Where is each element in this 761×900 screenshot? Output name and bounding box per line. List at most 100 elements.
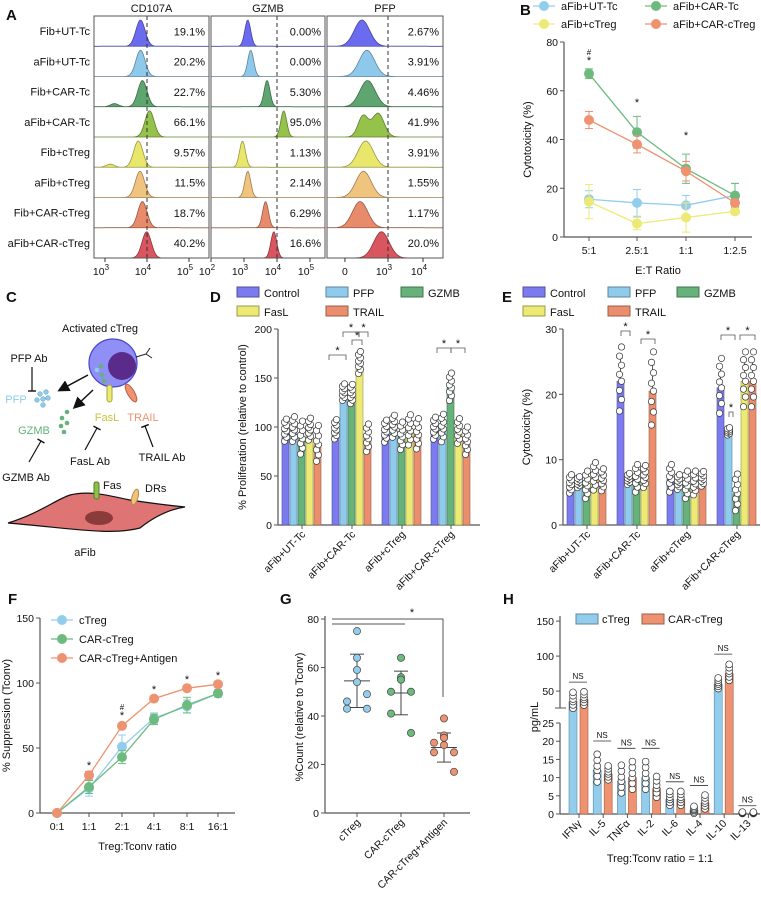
y-tick-label: 20: [307, 760, 319, 772]
tick-base: 10: [376, 266, 388, 278]
legend-label: CAR-cTreg: [79, 634, 134, 646]
x-tick-label: IL-13: [728, 818, 754, 844]
series-line: [56, 683, 219, 814]
tick-label: 102: [199, 263, 216, 278]
replicate-point: [683, 467, 692, 475]
gate-percent: 1.17%: [408, 208, 439, 220]
tick-base: 10: [199, 266, 211, 278]
inhibitor-line-icon: [144, 425, 154, 448]
bar: [305, 429, 314, 526]
replicate-point: [282, 415, 291, 423]
replicate-point: [617, 761, 626, 769]
tick-exponent: 3: [244, 263, 249, 272]
data-point: [363, 704, 371, 713]
tick-label: 105: [177, 263, 194, 278]
replicate-point: [749, 808, 758, 816]
x-tick-label: IL-2: [635, 818, 656, 839]
series-line: [56, 692, 219, 814]
fasl-label: FasL: [95, 412, 119, 424]
gate-percent: 2.67%: [408, 26, 439, 38]
y-tick-label: 50: [542, 686, 554, 698]
histogram-peak: [93, 19, 210, 47]
legend-swatch: [641, 613, 665, 625]
significance-marker: *: [216, 670, 221, 682]
x-tick-label: IFNγ: [560, 817, 585, 842]
gzmb-granule-icon: [58, 423, 64, 429]
ns-label: NS: [718, 644, 729, 653]
bracket-line: [358, 331, 369, 337]
marker-title: GZMB: [252, 3, 284, 15]
y-tick-label: 20: [546, 183, 558, 195]
data-point: [584, 115, 594, 125]
legend-swatch: [676, 286, 700, 298]
data-point: [430, 748, 438, 757]
data-point: [117, 720, 127, 731]
replicate-point: [398, 418, 407, 426]
bracket-line: [332, 618, 444, 697]
replicate-point: [701, 791, 709, 799]
gate-percent: 11.5%: [175, 178, 206, 190]
gzmb-granule-icon: [64, 420, 70, 426]
data-point: [681, 166, 691, 177]
legend-label: TRAIL: [353, 307, 384, 319]
bar: [724, 673, 734, 815]
legend-marker: [539, 19, 549, 29]
histogram-peak: [326, 201, 444, 229]
replicate-point: [699, 467, 708, 475]
replicate-point: [390, 411, 399, 419]
x-tick-label: 2.5:1: [625, 245, 649, 257]
tick-exponent: 5: [310, 263, 315, 272]
y-tick-label: 5: [548, 791, 554, 803]
data-point: [117, 741, 127, 752]
data-point: [182, 700, 192, 711]
tick-base: 10: [93, 266, 105, 278]
y-tick-label: 200: [254, 324, 272, 336]
replicate-point: [455, 415, 464, 423]
replicate-point: [747, 403, 756, 411]
pfp-granule-icon: [40, 396, 46, 402]
data-point: [450, 767, 458, 776]
fibroblast-nucleus-icon: [85, 511, 113, 525]
significance-star: *: [726, 325, 731, 337]
data-point: [353, 627, 361, 636]
tick-exponent: 3: [105, 263, 110, 272]
afib-label: aFib: [74, 547, 95, 559]
replicate-point: [340, 380, 349, 388]
legend-swatch: [325, 286, 349, 298]
trail-ab-label: TRAIL Ab: [139, 452, 186, 464]
gzmb-ab-label: GZMB Ab: [2, 472, 50, 484]
significance-marker: *: [120, 710, 125, 722]
replicate-point: [714, 674, 722, 682]
bracket-line: [720, 334, 736, 340]
histogram-peak: [327, 49, 443, 77]
histogram-peak: [210, 141, 326, 168]
y-tick-label: 50: [260, 471, 272, 483]
data-point: [397, 675, 405, 684]
replicate-point: [463, 423, 472, 431]
replicate-point: [739, 356, 748, 364]
replicate-point: [717, 384, 726, 392]
x-tick-label: TNFα: [605, 818, 632, 845]
replicate-point: [431, 413, 440, 421]
pfp-granule-icon: [34, 397, 40, 403]
histogram-peak: [327, 112, 443, 138]
bar: [748, 380, 757, 526]
significance-bracket: *: [450, 338, 466, 353]
y-tick-label: 0: [552, 232, 558, 244]
bar: [389, 426, 398, 526]
legend-label: aFib+CAR-cTreg: [673, 19, 755, 31]
y-tick-label: 30: [545, 324, 557, 336]
legend-label: FasL: [264, 307, 288, 319]
legend-swatch: [522, 286, 546, 298]
significance-bracket: *: [620, 321, 631, 336]
legend-label: PFP: [353, 288, 374, 300]
replicate-point: [649, 369, 658, 377]
significance-star: *: [349, 322, 354, 334]
histogram-peak: [210, 79, 326, 108]
x-tick-label: aFib+UT-Tc: [546, 529, 593, 576]
panel-label-a: A: [6, 7, 17, 24]
significance-bracket: *: [720, 325, 736, 340]
panel-label-g: G: [280, 591, 292, 608]
significance-marker: *: [152, 684, 157, 696]
tick-base: 10: [411, 266, 423, 278]
